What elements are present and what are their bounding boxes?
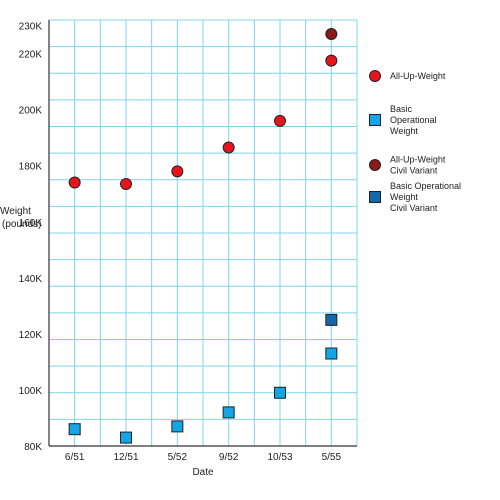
legend-label-3: All-Up-Weight bbox=[390, 155, 446, 165]
legend-label-4: Civil Variant bbox=[390, 203, 438, 213]
x-tick-label: 12/51 bbox=[113, 452, 138, 463]
x-tick-label: 5/52 bbox=[168, 452, 188, 463]
data-point-series-2 bbox=[120, 431, 132, 444]
y-tick-label: 140K bbox=[19, 274, 43, 285]
legend-label-4: Basic Operational bbox=[390, 181, 461, 191]
legend-label-3: Civil Variant bbox=[390, 166, 438, 176]
y-axis-title: (pounds) bbox=[2, 219, 41, 230]
y-tick-label: 230K bbox=[19, 22, 43, 33]
data-point-series-2 bbox=[68, 423, 81, 436]
x-tick-label: 5/55 bbox=[322, 452, 342, 463]
data-point-series-2 bbox=[325, 347, 338, 360]
data-point-series-1 bbox=[120, 177, 132, 190]
data-point-series-3 bbox=[325, 28, 338, 41]
data-point-series-1 bbox=[274, 114, 286, 127]
legend-marker-3 bbox=[369, 159, 381, 171]
legend-label-2: Weight bbox=[390, 126, 418, 136]
data-point-series-1 bbox=[68, 176, 81, 189]
data-point-series-4 bbox=[325, 313, 338, 326]
legend-marker-4 bbox=[369, 191, 381, 203]
y-tick-label: 220K bbox=[19, 50, 43, 61]
legend-marker-1 bbox=[369, 70, 381, 82]
y-tick-label: 200K bbox=[19, 106, 43, 117]
x-axis-title: Date bbox=[192, 467, 214, 478]
data-point-series-1 bbox=[222, 141, 235, 154]
data-point-series-1 bbox=[171, 165, 184, 178]
legend-label-2: Basic bbox=[390, 104, 413, 114]
y-tick-label: 80K bbox=[24, 442, 42, 453]
y-axis-title: Weight bbox=[0, 206, 31, 217]
legend-label-2: Operational bbox=[390, 115, 437, 125]
x-tick-label: 10/53 bbox=[267, 452, 292, 463]
data-point-series-2 bbox=[171, 420, 184, 433]
y-tick-label: 100K bbox=[19, 386, 43, 397]
x-tick-label: 6/51 bbox=[65, 452, 85, 463]
legend-label-4: Weight bbox=[390, 192, 418, 202]
y-tick-label: 180K bbox=[19, 162, 43, 173]
legend-marker-2 bbox=[369, 114, 381, 126]
data-point-series-2 bbox=[222, 406, 235, 419]
legend-label-1: All-Up-Weight bbox=[390, 71, 446, 81]
x-tick-label: 9/52 bbox=[219, 452, 239, 463]
data-point-series-2 bbox=[274, 386, 286, 399]
y-tick-label: 160K bbox=[19, 218, 43, 229]
y-tick-label: 120K bbox=[19, 330, 43, 341]
data-point-series-1 bbox=[325, 54, 338, 67]
